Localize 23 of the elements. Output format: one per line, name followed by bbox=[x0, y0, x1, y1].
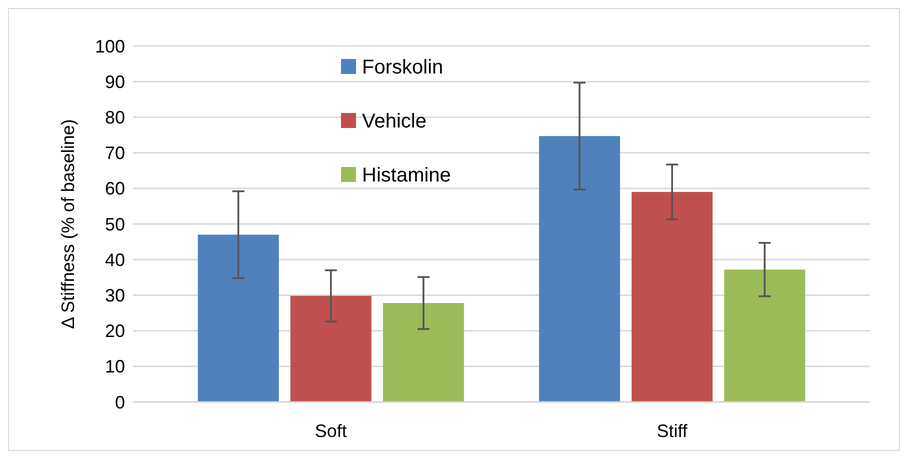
bar bbox=[632, 192, 713, 402]
y-tick-label: 20 bbox=[104, 321, 125, 342]
y-tick-label: 10 bbox=[104, 356, 125, 377]
legend-label: Forskolin bbox=[362, 56, 444, 78]
y-tick-label: 60 bbox=[104, 178, 125, 199]
legend-label: Vehicle bbox=[362, 110, 426, 132]
x-tick-label: Stiff bbox=[656, 421, 688, 441]
y-axis-title: Δ Stiffness (% of baseline) bbox=[58, 119, 78, 329]
bar bbox=[539, 136, 620, 402]
legend-label: Histamine bbox=[362, 164, 451, 186]
y-tick-label: 70 bbox=[104, 143, 125, 164]
y-tick-label: 40 bbox=[104, 250, 125, 270]
y-tick-label: 90 bbox=[104, 72, 125, 92]
bar bbox=[198, 234, 279, 402]
y-tick-label: 0 bbox=[114, 392, 125, 412]
y-tick-label: 30 bbox=[104, 286, 125, 306]
bar bbox=[290, 296, 372, 402]
bar bbox=[724, 270, 806, 402]
x-tick-label: Soft bbox=[314, 421, 347, 441]
y-tick-label: 100 bbox=[94, 36, 125, 56]
y-tick-label: 50 bbox=[104, 214, 125, 234]
y-tick-label: 80 bbox=[104, 108, 125, 128]
bar bbox=[382, 303, 464, 402]
